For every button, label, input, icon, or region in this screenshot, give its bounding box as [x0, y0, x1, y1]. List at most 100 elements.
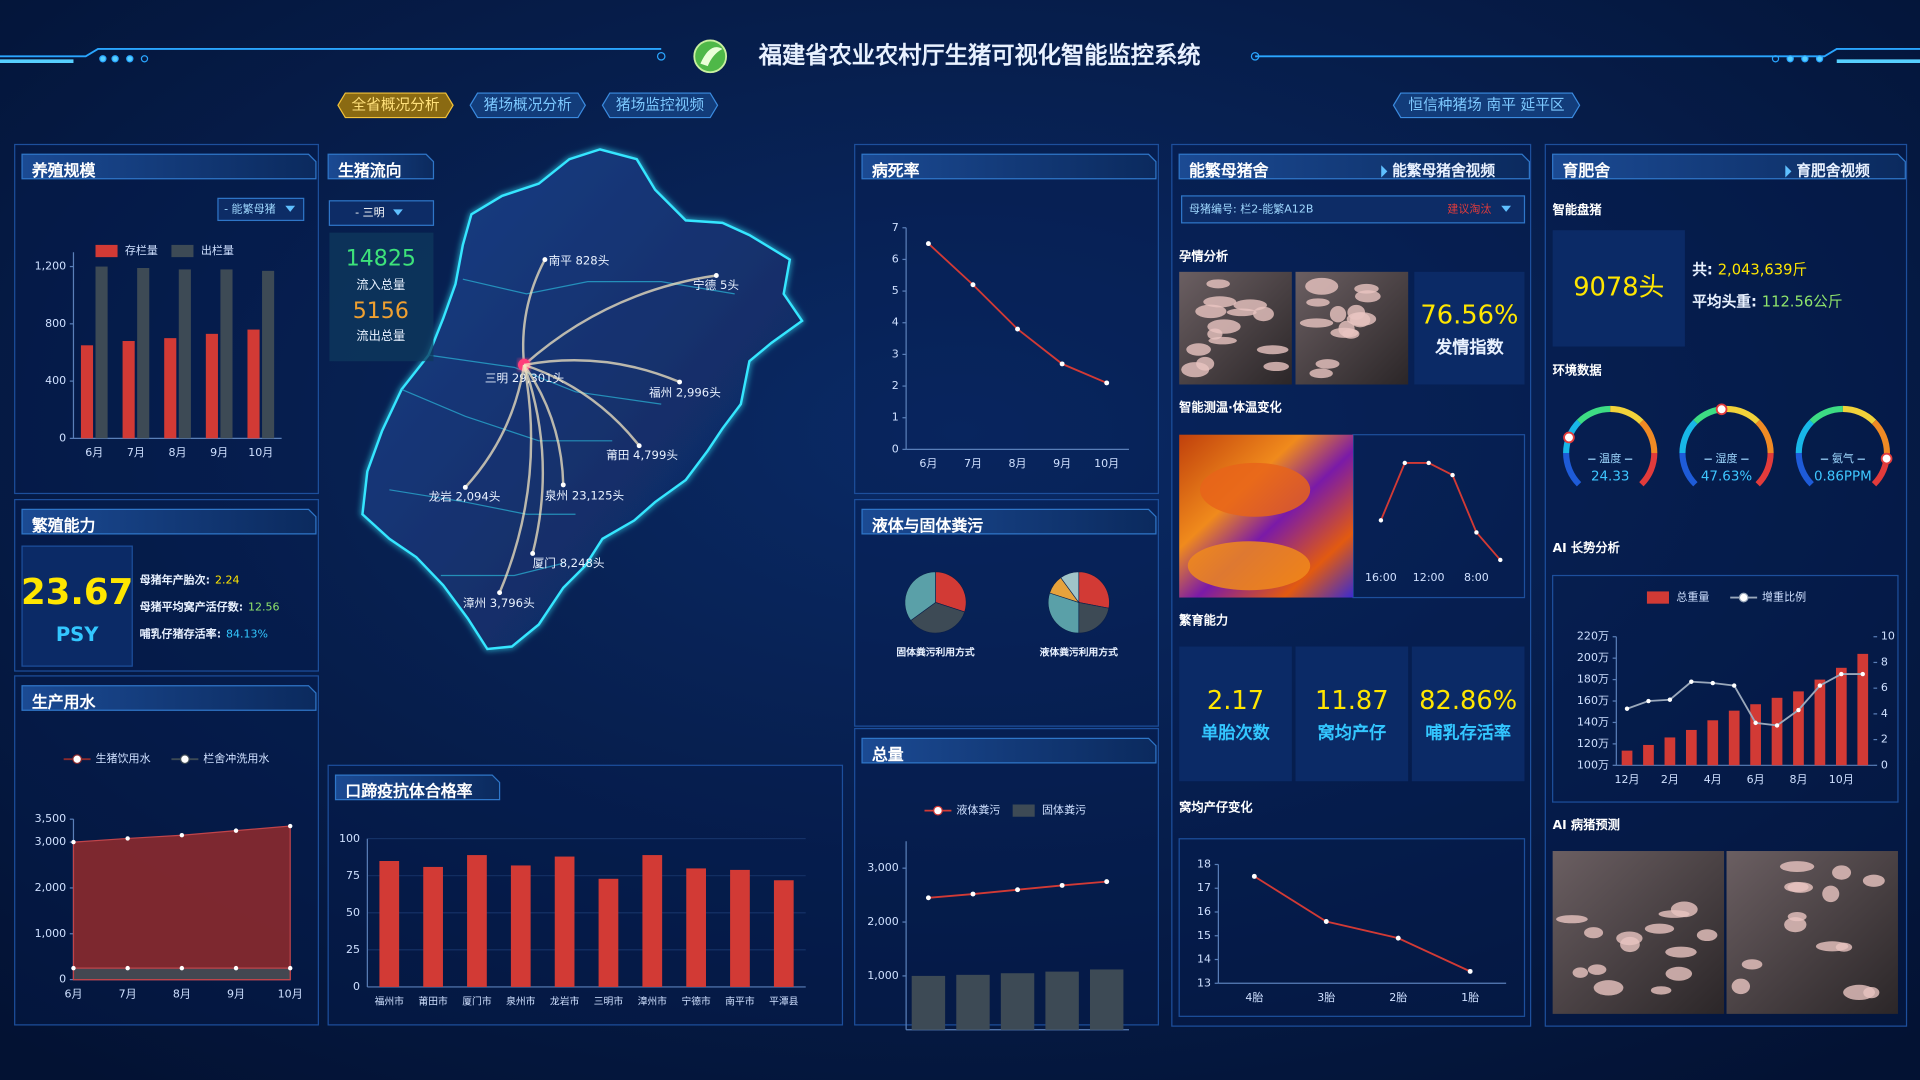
- panel-title: 口蹄疫抗体合格率: [345, 782, 472, 801]
- y-tick-label: 0: [892, 442, 899, 455]
- point: [1731, 683, 1737, 688]
- city-dot: [636, 443, 642, 449]
- pig-shape: [1186, 343, 1211, 356]
- bar: [205, 333, 218, 439]
- pig-shape: [1658, 910, 1690, 918]
- x-tick-label: 10月: [278, 987, 303, 1000]
- y-tick-label: 200万: [1577, 651, 1609, 664]
- gauge-band: [1639, 419, 1658, 454]
- panel-title: 育肥舍: [1562, 161, 1610, 180]
- pig-shape: [1665, 946, 1697, 958]
- pig-shape: [1181, 362, 1210, 378]
- x-tick-label: 8月: [169, 446, 187, 459]
- gauge-band: [1639, 452, 1658, 487]
- point: [1817, 683, 1823, 688]
- tab-frame[interactable]: [601, 92, 719, 119]
- pig-shape: [1665, 966, 1693, 981]
- bar: [510, 865, 531, 987]
- pig-shape: [1741, 959, 1763, 970]
- fujian-map: [361, 148, 804, 651]
- y-tick-label: 100万: [1577, 758, 1609, 771]
- section-label: 环境数据: [1553, 363, 1602, 378]
- point: [1689, 679, 1694, 684]
- y-tick-label: 1: [892, 411, 899, 424]
- psy-value: 23.67: [21, 572, 133, 613]
- y-tick-label: 75: [346, 869, 360, 882]
- x-tick-label: 2月: [1661, 773, 1679, 786]
- point: [1059, 882, 1065, 888]
- pig-shape: [1862, 874, 1885, 887]
- panel-title-bar: [861, 153, 1157, 180]
- gauge-name: 氨气: [1832, 451, 1854, 465]
- point: [970, 891, 976, 897]
- chart-frame: [1178, 838, 1526, 1017]
- y-tick-label: 1,200: [35, 260, 67, 273]
- logo-leaf: [700, 47, 723, 67]
- tab[interactable]: 猪场监控视频: [616, 96, 704, 113]
- x-tick-label: 7月: [127, 446, 145, 459]
- panel-title-bar: [1552, 153, 1906, 180]
- flow-stats-box: [329, 232, 434, 362]
- point: [1015, 326, 1020, 332]
- x-tick-label: 泉州市: [506, 995, 536, 1008]
- city-dot: [560, 482, 566, 488]
- pig-shape: [1346, 312, 1377, 326]
- flow-line: [521, 259, 546, 366]
- stat-box: [1411, 646, 1525, 782]
- y-tick-label: 400: [45, 374, 66, 387]
- pig-shape: [1644, 923, 1675, 934]
- bar: [1621, 750, 1633, 766]
- point: [1796, 707, 1801, 713]
- x-tick-label: 莆田市: [418, 995, 448, 1008]
- tab[interactable]: 猪场概况分析: [484, 96, 572, 113]
- stat-label: 哺乳存活率: [1425, 722, 1511, 743]
- y-tick-label: 0: [59, 973, 66, 986]
- tab-frame[interactable]: [469, 92, 587, 119]
- bar: [1750, 704, 1761, 766]
- city-label: 三明 29,301头: [485, 371, 564, 385]
- count: 9078头: [1573, 272, 1664, 302]
- pig-shape: [1616, 931, 1643, 946]
- pie-slice: [910, 602, 966, 634]
- pig-shape: [1226, 308, 1257, 317]
- bar: [1793, 691, 1804, 766]
- tab[interactable]: 全省概况分析: [351, 95, 439, 113]
- x-tick-label: 12:00: [1413, 571, 1445, 584]
- point: [1839, 671, 1844, 677]
- point: [71, 965, 76, 971]
- x-tick-label: 8:00: [1464, 571, 1489, 584]
- video-link[interactable]: 育肥舍视频: [1796, 161, 1870, 179]
- point: [925, 895, 931, 901]
- video-link[interactable]: 能繁母猪舍视频: [1392, 161, 1495, 179]
- stat-label: 单胎次数: [1201, 722, 1270, 743]
- farm-selector[interactable]: 恒信种猪场 南平 延平区: [1408, 96, 1564, 113]
- gauge-band: [1576, 405, 1611, 425]
- pie-slice: [1078, 602, 1110, 634]
- y-tick-label: 13: [1197, 976, 1211, 989]
- pie-slice: [1060, 571, 1080, 604]
- pig-shape: [1253, 306, 1274, 322]
- pig-shape: [1263, 361, 1289, 372]
- stat-box: [1295, 646, 1409, 782]
- farm-frame[interactable]: [1392, 92, 1581, 119]
- pig-shape: [1305, 277, 1339, 295]
- x-tick-label: 6月: [64, 987, 82, 1000]
- city-label: 龙岩 2,094头: [429, 490, 501, 504]
- point: [1426, 460, 1431, 466]
- y-tick-label: 4: [892, 316, 899, 329]
- city-dot: [497, 590, 503, 596]
- gauge-band: [1610, 405, 1644, 425]
- y-tick-label: 6: [1881, 681, 1888, 694]
- bar: [686, 868, 706, 987]
- dropdown-caret: [1501, 205, 1512, 212]
- y-tick-label: 800: [45, 317, 66, 330]
- panel-title: 能繁母猪舍: [1189, 161, 1269, 180]
- y-tick-label: 3,500: [35, 812, 67, 825]
- point: [1323, 919, 1329, 924]
- x-tick-label: 8月: [173, 987, 191, 1000]
- flow-line: [523, 363, 641, 447]
- legend-label: 固体粪污: [1042, 803, 1086, 817]
- city-dot: [677, 379, 683, 385]
- tab-frame[interactable]: [337, 92, 454, 119]
- gauge-band: [1755, 452, 1774, 487]
